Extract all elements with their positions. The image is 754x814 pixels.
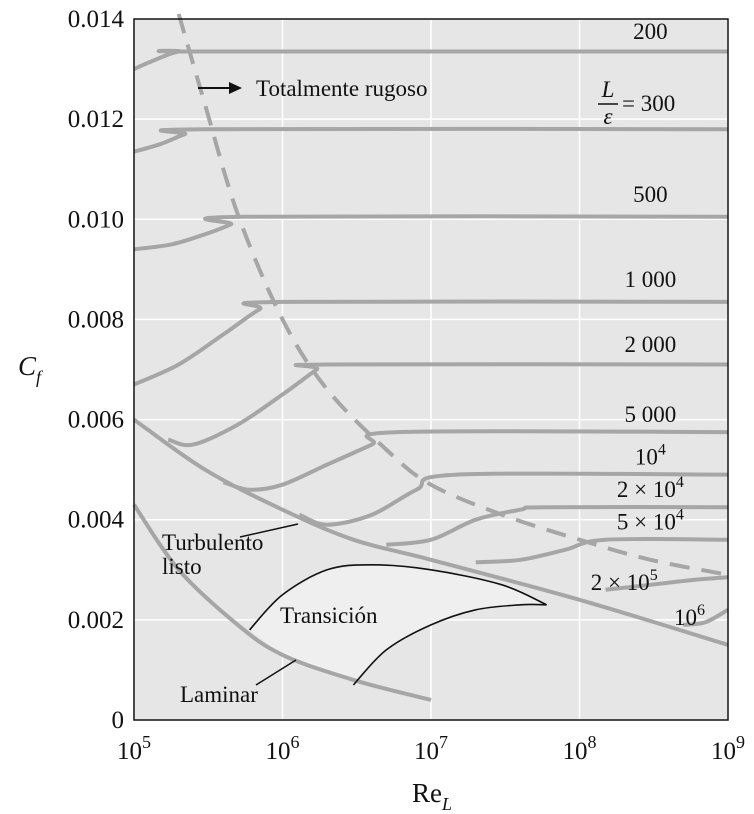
y-tick-label: 0.010 bbox=[68, 206, 124, 233]
curve-label-1000: 1 000 bbox=[624, 267, 676, 292]
y-tick-label: 0.006 bbox=[68, 407, 124, 434]
annotation-turbulento: Turbulento bbox=[162, 530, 263, 555]
annotation-totalmente-rugoso: Totalmente rugoso bbox=[256, 76, 428, 101]
curve-label-200: 200 bbox=[633, 19, 668, 44]
x-tick-label: 109 bbox=[711, 732, 745, 765]
series-line-laminar bbox=[132, 503, 432, 702]
curve-label-2e4: 2 × 104 bbox=[617, 474, 684, 502]
series-line-2-10-5 bbox=[605, 575, 729, 592]
curve-label-5e4: 5 × 104 bbox=[617, 507, 684, 535]
y-tick-label: 0.008 bbox=[68, 306, 124, 333]
y-tick-label: 0.012 bbox=[68, 106, 124, 133]
laminar-leader-line bbox=[255, 659, 297, 686]
turbulento-leader-line bbox=[239, 523, 299, 538]
x-tick-label: 108 bbox=[563, 732, 597, 765]
y-tick-label: 0 bbox=[112, 707, 125, 734]
curve-label-500: 500 bbox=[633, 182, 668, 207]
series-line-5-000 bbox=[222, 429, 729, 492]
y-tick-label: 0.004 bbox=[68, 507, 125, 534]
y-axis-title: Cf bbox=[18, 351, 44, 387]
series-line-10-6 bbox=[683, 608, 730, 627]
annotation-transicion: Transición bbox=[280, 603, 378, 628]
plot-frame bbox=[133, 18, 729, 721]
series-line-10-4 bbox=[298, 471, 729, 527]
annotation-laminar: Laminar bbox=[180, 682, 258, 707]
x-tick-label: 105 bbox=[117, 732, 151, 765]
transition-upper-boundary bbox=[249, 563, 547, 631]
series-line-500 bbox=[133, 214, 729, 252]
x-tick-label: 107 bbox=[414, 732, 448, 765]
ratio-denominator: ε bbox=[603, 104, 613, 129]
y-tick-label: 0.014 bbox=[68, 6, 125, 33]
annotation-listo: listo bbox=[162, 554, 202, 579]
ratio-numerator: L bbox=[601, 77, 615, 102]
grid bbox=[133, 18, 729, 721]
curve-label-2000: 2 000 bbox=[624, 332, 676, 357]
x-tick-labels: 105 106 107 108 109 bbox=[117, 732, 745, 765]
curve-label-1e6: 106 bbox=[674, 602, 705, 630]
x-tick-label: 106 bbox=[266, 732, 300, 765]
transition-lower-boundary bbox=[352, 603, 547, 686]
curve-label-5000: 5 000 bbox=[624, 402, 676, 427]
series-line-200 bbox=[133, 48, 728, 71]
y-tick-label: 0.002 bbox=[68, 607, 124, 634]
curve-label-1e4: 104 bbox=[635, 442, 666, 470]
series-line-totalmente-rugoso bbox=[176, 13, 729, 577]
series-line-1-000 bbox=[133, 299, 729, 387]
curves bbox=[132, 13, 730, 702]
curve-label-2e5: 2 × 105 bbox=[591, 567, 658, 595]
transition-region bbox=[249, 564, 547, 685]
series-line-300 bbox=[133, 126, 729, 154]
x-axis-title: ReL bbox=[412, 778, 452, 814]
curve-labels: 200 500 1 000 2 000 5 000 104 2 × 104 5 × 104 2 … bbox=[591, 19, 705, 630]
series-line-turbulento-listo bbox=[132, 417, 729, 647]
series-line-5-10-4 bbox=[475, 536, 729, 565]
arrow-icon bbox=[198, 82, 242, 94]
ratio-value: = 300 bbox=[622, 91, 675, 116]
transition-boundaries bbox=[249, 563, 547, 686]
y-tick-labels: 0 0.002 0.004 0.006 0.008 0.010 0.012 0.014 bbox=[68, 6, 125, 734]
series-line-2-10-4 bbox=[386, 505, 729, 547]
